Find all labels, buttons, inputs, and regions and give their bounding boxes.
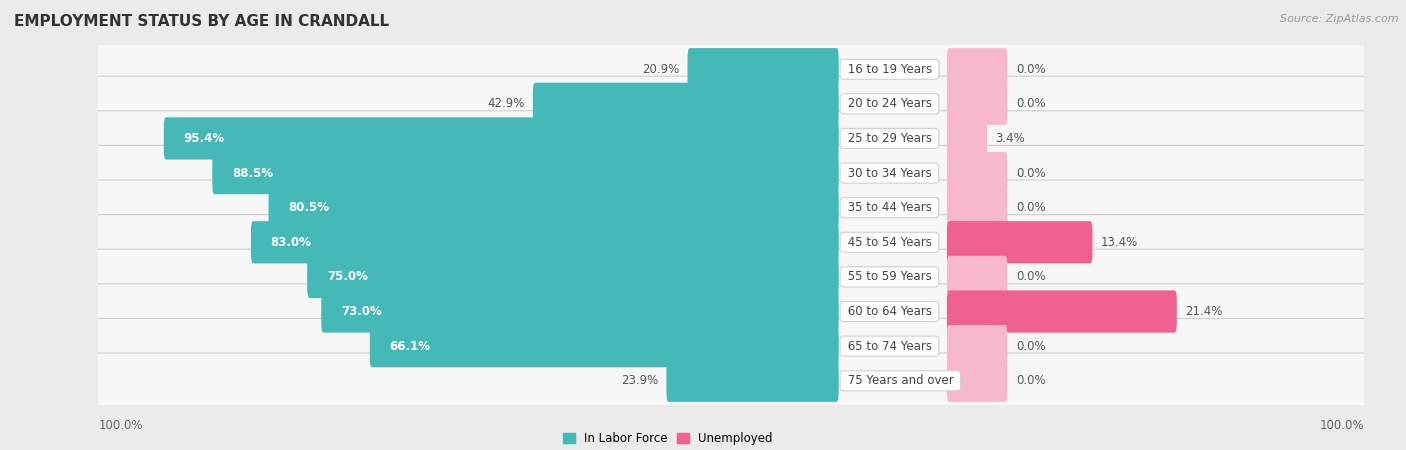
Text: 3.4%: 3.4% — [995, 132, 1025, 145]
Text: 60 to 64 Years: 60 to 64 Years — [844, 305, 935, 318]
FancyBboxPatch shape — [948, 325, 1007, 367]
FancyBboxPatch shape — [948, 83, 1007, 125]
FancyBboxPatch shape — [370, 325, 838, 367]
Text: 0.0%: 0.0% — [1015, 374, 1046, 387]
Text: 100.0%: 100.0% — [98, 419, 143, 432]
Text: 83.0%: 83.0% — [270, 236, 312, 249]
FancyBboxPatch shape — [948, 117, 987, 160]
FancyBboxPatch shape — [688, 48, 838, 90]
FancyBboxPatch shape — [97, 215, 1365, 270]
FancyBboxPatch shape — [97, 145, 1365, 201]
FancyBboxPatch shape — [97, 111, 1365, 166]
Text: EMPLOYMENT STATUS BY AGE IN CRANDALL: EMPLOYMENT STATUS BY AGE IN CRANDALL — [14, 14, 389, 28]
Text: 45 to 54 Years: 45 to 54 Years — [844, 236, 935, 249]
FancyBboxPatch shape — [97, 180, 1365, 235]
Text: 100.0%: 100.0% — [1319, 419, 1364, 432]
FancyBboxPatch shape — [269, 187, 838, 229]
FancyBboxPatch shape — [948, 48, 1007, 90]
Text: 88.5%: 88.5% — [232, 166, 273, 180]
FancyBboxPatch shape — [948, 256, 1007, 298]
Text: 35 to 44 Years: 35 to 44 Years — [844, 201, 935, 214]
FancyBboxPatch shape — [948, 290, 1177, 333]
Text: 65 to 74 Years: 65 to 74 Years — [844, 340, 935, 353]
Text: 30 to 34 Years: 30 to 34 Years — [844, 166, 935, 180]
FancyBboxPatch shape — [948, 152, 1007, 194]
FancyBboxPatch shape — [97, 284, 1365, 339]
Text: 20 to 24 Years: 20 to 24 Years — [844, 97, 935, 110]
Text: 42.9%: 42.9% — [486, 97, 524, 110]
FancyBboxPatch shape — [948, 360, 1007, 402]
Text: 75.0%: 75.0% — [326, 270, 368, 284]
Text: 0.0%: 0.0% — [1015, 166, 1046, 180]
Text: 95.4%: 95.4% — [183, 132, 225, 145]
FancyBboxPatch shape — [97, 76, 1365, 131]
Text: 16 to 19 Years: 16 to 19 Years — [844, 63, 935, 76]
FancyBboxPatch shape — [308, 256, 838, 298]
FancyBboxPatch shape — [666, 360, 838, 402]
FancyBboxPatch shape — [948, 221, 1092, 263]
Text: 0.0%: 0.0% — [1015, 340, 1046, 353]
Legend: In Labor Force, Unemployed: In Labor Force, Unemployed — [558, 427, 778, 450]
Text: 0.0%: 0.0% — [1015, 201, 1046, 214]
Text: 13.4%: 13.4% — [1101, 236, 1137, 249]
FancyBboxPatch shape — [948, 187, 1007, 229]
Text: 23.9%: 23.9% — [621, 374, 658, 387]
Text: 75 Years and over: 75 Years and over — [844, 374, 957, 387]
Text: 80.5%: 80.5% — [288, 201, 329, 214]
FancyBboxPatch shape — [252, 221, 838, 263]
FancyBboxPatch shape — [97, 353, 1365, 409]
Text: 73.0%: 73.0% — [340, 305, 381, 318]
Text: 25 to 29 Years: 25 to 29 Years — [844, 132, 935, 145]
Text: 55 to 59 Years: 55 to 59 Years — [844, 270, 935, 284]
Text: 0.0%: 0.0% — [1015, 63, 1046, 76]
FancyBboxPatch shape — [97, 249, 1365, 305]
Text: 21.4%: 21.4% — [1185, 305, 1223, 318]
FancyBboxPatch shape — [212, 152, 838, 194]
Text: 20.9%: 20.9% — [643, 63, 679, 76]
FancyBboxPatch shape — [97, 41, 1365, 97]
FancyBboxPatch shape — [321, 290, 838, 333]
Text: 0.0%: 0.0% — [1015, 270, 1046, 284]
FancyBboxPatch shape — [163, 117, 838, 160]
FancyBboxPatch shape — [533, 83, 838, 125]
Text: 0.0%: 0.0% — [1015, 97, 1046, 110]
Text: 66.1%: 66.1% — [389, 340, 430, 353]
FancyBboxPatch shape — [97, 319, 1365, 374]
Text: Source: ZipAtlas.com: Source: ZipAtlas.com — [1281, 14, 1399, 23]
